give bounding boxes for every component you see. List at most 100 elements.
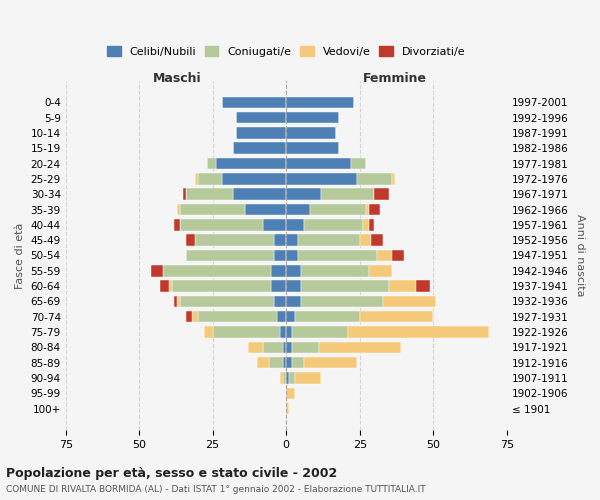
Bar xyxy=(286,403,289,414)
Bar xyxy=(221,96,286,108)
Bar xyxy=(212,326,280,338)
Bar xyxy=(295,311,360,322)
Text: Femmine: Femmine xyxy=(363,72,427,86)
Bar xyxy=(151,265,163,276)
Bar xyxy=(181,204,245,216)
Bar xyxy=(286,96,354,108)
Bar xyxy=(236,127,286,138)
Bar xyxy=(207,158,215,170)
Bar xyxy=(368,265,392,276)
Bar xyxy=(175,219,181,230)
Bar xyxy=(292,326,348,338)
Bar xyxy=(389,280,416,292)
Y-axis label: Anni di nascita: Anni di nascita xyxy=(575,214,585,296)
Bar xyxy=(371,234,383,246)
Bar xyxy=(292,357,304,368)
Bar xyxy=(286,158,351,170)
Bar xyxy=(233,188,286,200)
Bar xyxy=(221,173,286,184)
Bar xyxy=(286,219,304,230)
Bar xyxy=(368,204,380,216)
Bar xyxy=(360,311,433,322)
Bar xyxy=(163,265,271,276)
Bar xyxy=(360,234,371,246)
Bar xyxy=(304,357,357,368)
Bar xyxy=(286,280,301,292)
Bar xyxy=(277,311,286,322)
Bar xyxy=(236,112,286,124)
Bar xyxy=(245,204,286,216)
Bar xyxy=(286,372,289,384)
Y-axis label: Fasce di età: Fasce di età xyxy=(15,222,25,288)
Text: Popolazione per età, sesso e stato civile - 2002: Popolazione per età, sesso e stato civil… xyxy=(6,468,337,480)
Bar xyxy=(274,296,286,307)
Bar xyxy=(283,372,286,384)
Bar xyxy=(295,372,322,384)
Bar xyxy=(178,204,181,216)
Bar xyxy=(195,234,274,246)
Bar xyxy=(357,173,392,184)
Bar xyxy=(392,250,404,261)
Bar xyxy=(286,112,339,124)
Bar xyxy=(215,158,286,170)
Bar xyxy=(348,326,489,338)
Bar xyxy=(280,372,283,384)
Bar xyxy=(263,219,286,230)
Bar xyxy=(286,142,339,154)
Bar xyxy=(301,280,389,292)
Bar xyxy=(172,280,271,292)
Bar xyxy=(286,311,295,322)
Bar xyxy=(377,250,392,261)
Bar xyxy=(286,265,301,276)
Bar xyxy=(286,127,336,138)
Bar xyxy=(274,234,286,246)
Bar xyxy=(257,357,269,368)
Bar xyxy=(304,219,362,230)
Bar xyxy=(178,296,181,307)
Bar xyxy=(298,250,377,261)
Bar xyxy=(301,296,383,307)
Bar xyxy=(301,265,368,276)
Bar xyxy=(374,188,389,200)
Bar xyxy=(362,219,368,230)
Bar xyxy=(186,188,233,200)
Bar xyxy=(186,250,274,261)
Bar xyxy=(286,342,292,353)
Bar xyxy=(286,234,298,246)
Bar xyxy=(248,342,263,353)
Bar xyxy=(269,357,283,368)
Bar xyxy=(368,219,374,230)
Bar xyxy=(286,296,301,307)
Bar xyxy=(286,250,298,261)
Bar xyxy=(263,342,283,353)
Bar xyxy=(169,280,172,292)
Bar xyxy=(319,342,401,353)
Bar xyxy=(195,173,198,184)
Bar xyxy=(289,372,295,384)
Bar xyxy=(286,388,295,399)
Bar xyxy=(233,142,286,154)
Bar xyxy=(186,311,192,322)
Bar xyxy=(204,326,212,338)
Bar xyxy=(181,296,274,307)
Bar xyxy=(198,311,277,322)
Bar xyxy=(322,188,374,200)
Text: Maschi: Maschi xyxy=(153,72,202,86)
Bar xyxy=(274,250,286,261)
Bar xyxy=(286,357,292,368)
Bar xyxy=(298,234,360,246)
Bar xyxy=(286,326,292,338)
Bar xyxy=(416,280,430,292)
Bar xyxy=(286,204,310,216)
Bar xyxy=(160,280,169,292)
Bar xyxy=(186,234,195,246)
Bar xyxy=(192,311,198,322)
Legend: Celibi/Nubili, Coniugati/e, Vedovi/e, Divorziati/e: Celibi/Nubili, Coniugati/e, Vedovi/e, Di… xyxy=(105,44,467,59)
Bar xyxy=(392,173,395,184)
Bar xyxy=(283,342,286,353)
Bar xyxy=(292,342,319,353)
Bar xyxy=(183,188,186,200)
Bar xyxy=(271,280,286,292)
Bar xyxy=(310,204,365,216)
Bar xyxy=(383,296,436,307)
